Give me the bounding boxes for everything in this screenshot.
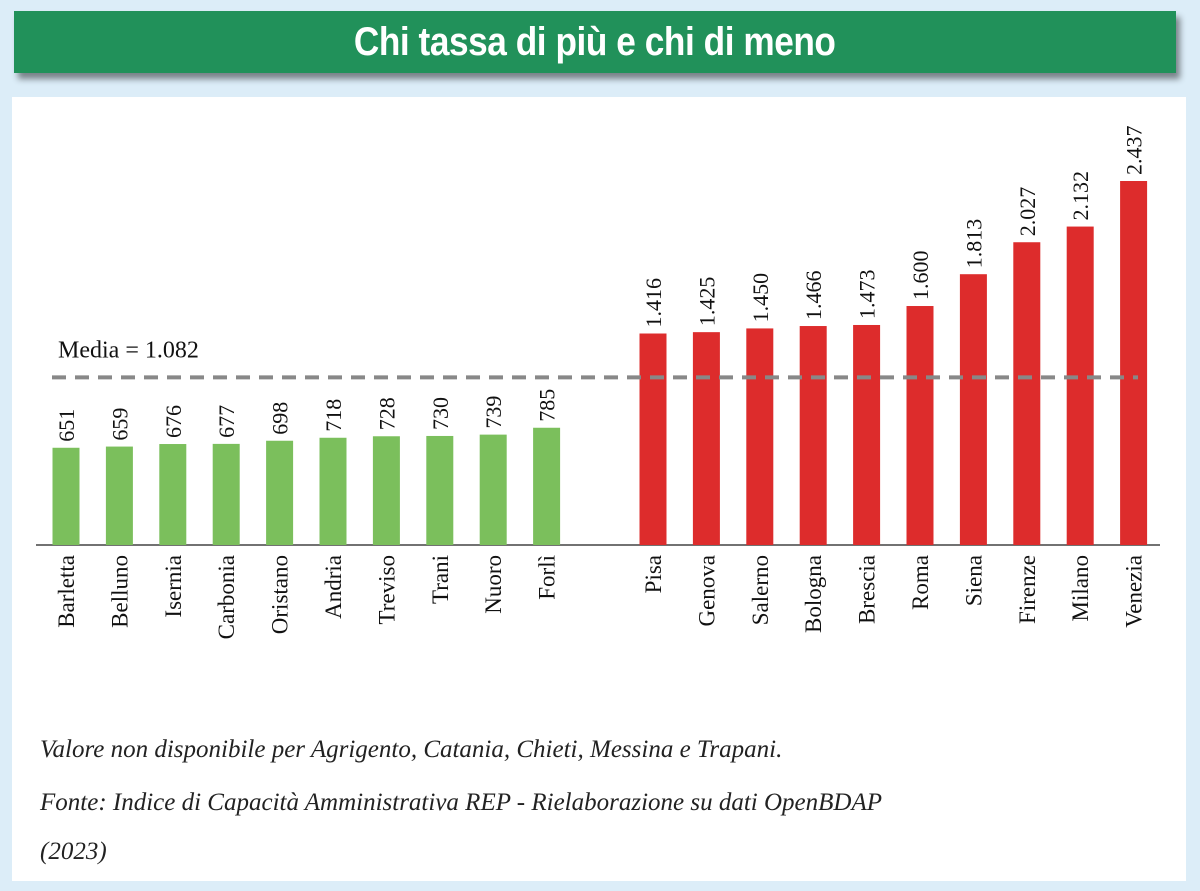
bar-brescia [853,324,881,545]
value-label: 785 [535,389,560,422]
value-label: 739 [481,396,506,429]
category-label: Salerno [748,555,773,625]
value-label: 1.466 [801,271,826,321]
bar-pisa [639,333,667,545]
category-label: Trani [428,555,453,604]
value-label: 730 [428,397,453,430]
value-label: 676 [161,405,186,438]
category-label: Carbonia [214,555,239,639]
bar-milano [1066,226,1094,545]
note-unavailable: Valore non disponibile per Agrigento, Ca… [40,736,783,763]
category-label: Genova [694,555,719,627]
value-label: 2.132 [1068,171,1093,221]
note-year: (2023) [40,838,107,865]
mean-label: Media = 1.082 [58,337,199,363]
bar-belluno [105,446,133,545]
value-label: 2.437 [1122,126,1147,176]
value-label: 1.425 [694,277,719,327]
category-label: Nuoro [481,555,506,614]
category-label: Oristano [268,555,293,634]
chart-title: Chi tassa di più e chi di meno [354,19,836,64]
bar-venezia [1120,181,1148,545]
category-label: Venezia [1122,555,1147,628]
bar-treviso [372,436,400,545]
category-label: Treviso [374,555,399,624]
value-label: 2.027 [1015,187,1040,237]
bar-roma [906,306,934,545]
bar-genova [692,332,720,545]
category-label: Barletta [54,555,79,628]
bar-andria [319,437,347,545]
category-label: Firenze [1015,555,1040,624]
title-bar: Chi tassa di più e chi di meno [14,11,1176,73]
category-label: Siena [961,555,986,606]
value-label: 659 [107,408,132,441]
bar-forlì [533,427,561,545]
bar-isernia [159,444,187,545]
category-label: Bologna [801,555,826,633]
note-source: Fonte: Indice di Capacità Amministrativa… [40,789,883,816]
bar-barletta [52,447,80,545]
bar-bologna [799,326,827,545]
bar-carbonia [212,443,240,545]
bar-salerno [746,328,774,545]
bar-oristano [266,440,294,545]
value-label: 718 [321,399,346,432]
category-label: Isernia [161,555,186,618]
value-label: 1.416 [641,278,666,328]
chart-panel [12,97,1186,881]
value-label: 677 [214,405,239,438]
category-label: Milano [1068,555,1093,621]
bar-trani [426,435,454,545]
category-label: Brescia [855,555,880,624]
category-label: Forlì [535,555,560,600]
value-label: 651 [54,409,79,442]
bar-nuoro [479,434,507,545]
category-label: Andria [321,555,346,619]
value-label: 1.450 [748,273,773,323]
value-label: 1.813 [961,219,986,269]
bar-firenze [1013,242,1041,545]
value-label: 1.600 [908,251,933,301]
value-label: 728 [374,397,399,430]
value-label: 1.473 [855,269,880,319]
category-label: Pisa [641,555,666,593]
category-label: Belluno [107,555,132,628]
category-label: Roma [908,555,933,610]
value-label: 698 [268,402,293,435]
bar-siena [959,274,987,545]
